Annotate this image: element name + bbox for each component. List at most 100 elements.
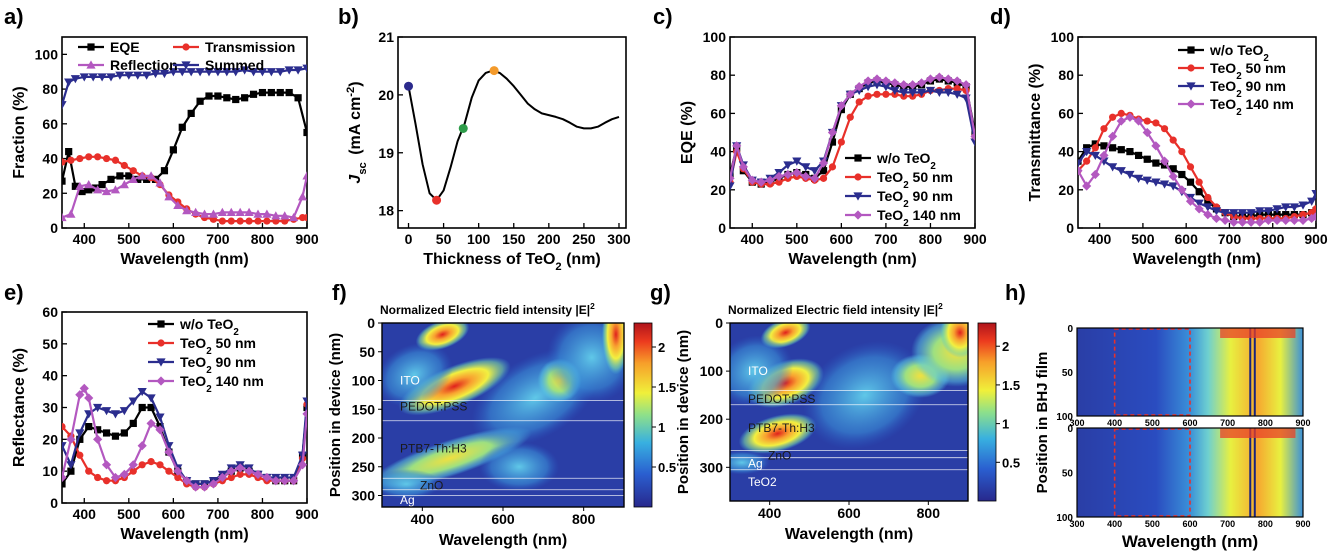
data-point [1100, 142, 1108, 150]
y-tick-label: 60 [1058, 105, 1074, 121]
y-tick-label: 50 [42, 336, 58, 352]
y-tick-label: 40 [42, 151, 58, 167]
data-point [223, 94, 231, 102]
data-point [195, 68, 205, 77]
data-point [1090, 169, 1100, 180]
data-point [916, 88, 927, 97]
data-point [855, 98, 863, 106]
data-point [952, 76, 962, 86]
data-point [294, 94, 302, 102]
data-point [110, 472, 121, 483]
panel-letter-g: g) [650, 280, 671, 305]
data-point [1116, 116, 1126, 126]
data-point [64, 78, 74, 87]
data-point [199, 482, 210, 492]
data-point [85, 423, 93, 431]
x-tick-label: 600 [1175, 231, 1199, 247]
data-point [102, 154, 111, 163]
x-tick-label: 0 [405, 231, 413, 247]
data-point [124, 71, 134, 80]
data-point [302, 64, 307, 73]
x-tick-label: 300 [1069, 418, 1084, 428]
data-point [1109, 113, 1117, 121]
series-line-curve [407, 69, 620, 202]
data-point [137, 171, 147, 180]
layer-label: Ag [400, 493, 415, 507]
data-point [232, 95, 240, 104]
legend-swatch-marker [157, 320, 165, 328]
panel-e: 400 500 600 700 800 900 0 10 20 30 40 50 60 Wavelengt… [11, 304, 319, 543]
data-point [217, 207, 227, 216]
data-point [1272, 215, 1282, 225]
legend-swatch-marker [1186, 99, 1196, 109]
data-point [110, 410, 121, 419]
data-point [864, 92, 872, 100]
data-point [116, 172, 124, 180]
data-point [774, 171, 784, 182]
y-tick-label: 150 [352, 401, 376, 417]
data-point [1255, 217, 1265, 227]
data-point [146, 394, 156, 403]
legend-swatch-marker [1187, 64, 1195, 72]
data-point [970, 138, 975, 147]
data-point [1090, 151, 1100, 161]
y-axis-label: Transmittance (%) [1027, 64, 1044, 202]
y-tick-label: 40 [42, 368, 58, 384]
legend-swatch-marker [156, 358, 166, 367]
data-point [165, 467, 173, 475]
x-tick-label: 800 [572, 511, 596, 527]
x-tick-label: 400 [741, 231, 765, 247]
legend-swatch-marker [853, 210, 863, 220]
panel-letter-d: d) [990, 4, 1011, 29]
x-tick-label: 500 [785, 231, 809, 247]
x-tick-label: 900 [1295, 418, 1310, 428]
legend-label: TeO2 90 nm [877, 188, 953, 210]
y-axis-label: Position in BHJ film [1034, 352, 1051, 494]
data-point [943, 88, 953, 97]
data-point [128, 174, 138, 183]
data-point [828, 163, 837, 171]
colorbar-tick-label: 1 [1002, 417, 1009, 432]
data-point [62, 177, 66, 185]
data-point [1169, 165, 1177, 173]
data-point [76, 451, 84, 459]
data-point [1143, 117, 1151, 125]
data-point [262, 209, 272, 218]
data-point [925, 86, 936, 96]
data-point [147, 403, 155, 412]
data-point [79, 73, 89, 82]
data-point [173, 466, 183, 476]
data-point [101, 186, 112, 196]
data-point [801, 171, 811, 182]
data-point [160, 167, 169, 175]
data-point [266, 68, 276, 77]
data-point [88, 73, 98, 82]
y-tick-label: 0 [367, 315, 375, 331]
legend-swatch-marker [157, 339, 165, 347]
data-point [147, 458, 155, 466]
legend-swatch-marker [854, 173, 862, 181]
data-point [1109, 144, 1117, 152]
data-point [285, 88, 293, 97]
data-point [75, 390, 85, 400]
data-point [1246, 209, 1256, 218]
y-tick-label: 0 [50, 220, 58, 236]
data-point [137, 387, 147, 397]
colorbar-tick-label: 1 [658, 420, 665, 435]
data-point [1082, 181, 1092, 191]
data-point [289, 212, 299, 222]
data-point [235, 463, 245, 473]
data-point [186, 68, 196, 77]
data-point [267, 88, 275, 97]
y-tick-label: 30 [42, 400, 58, 416]
data-point [248, 68, 259, 77]
data-point [191, 207, 201, 216]
data-point [191, 482, 201, 492]
data-point [863, 76, 873, 86]
data-point [854, 82, 864, 92]
data-point [934, 88, 944, 97]
y-axis-label: Reflectance (%) [11, 348, 28, 467]
data-point [142, 71, 152, 80]
highlight-point [432, 195, 442, 205]
x-tick-label: 600 [162, 506, 186, 522]
